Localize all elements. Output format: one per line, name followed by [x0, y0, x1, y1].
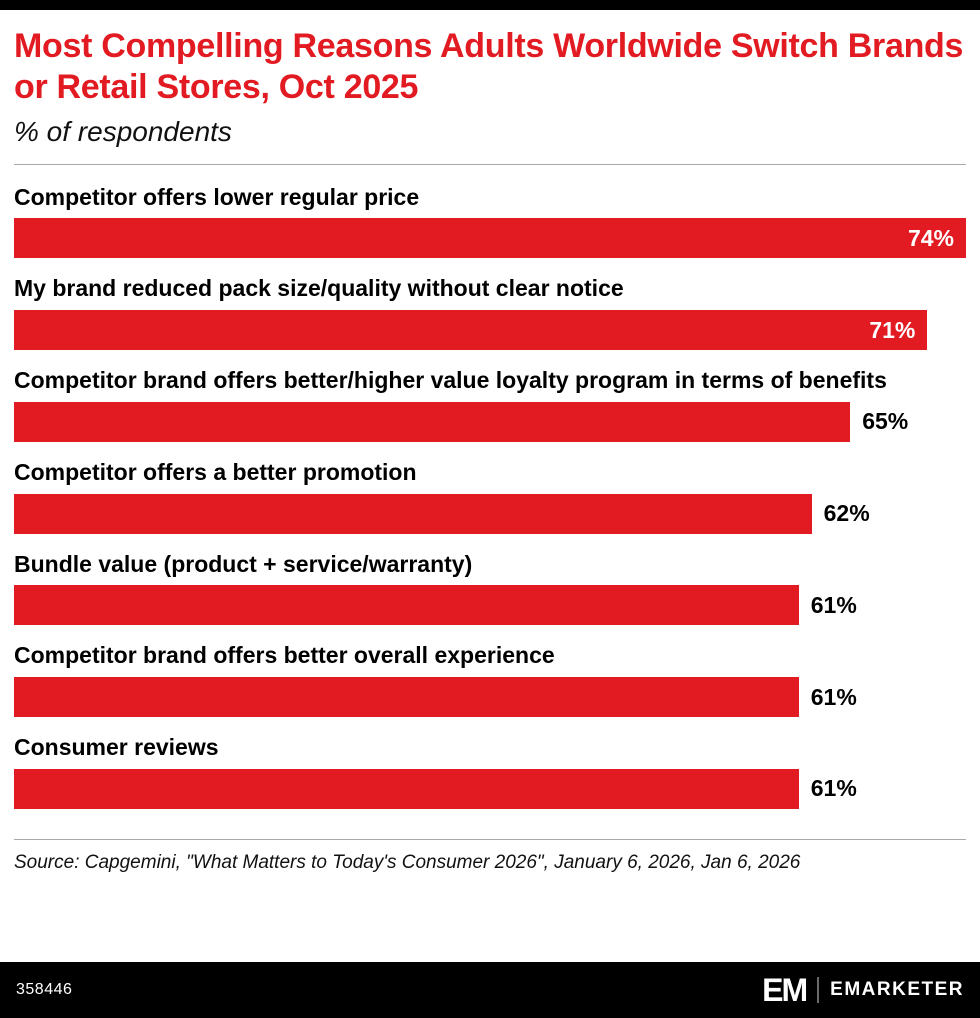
bar: [14, 677, 799, 718]
bar-row: My brand reduced pack size/quality witho…: [14, 274, 966, 351]
chart-container: Most Compelling Reasons Adults Worldwide…: [0, 10, 980, 875]
bar-row: Competitor brand offers better/higher va…: [14, 366, 966, 442]
bar-value-label: 65%: [862, 408, 909, 435]
bar-category-label: Competitor offers lower regular price: [14, 183, 420, 210]
emarketer-logo: EM EMARKETER: [762, 974, 964, 1006]
bar-value-label: 62%: [823, 500, 870, 527]
bar: [14, 585, 799, 626]
bar-track: 65%: [14, 401, 966, 442]
bar-category-label: Competitor brand offers better overall e…: [14, 642, 555, 669]
bar-category-label: Consumer reviews: [14, 734, 219, 761]
bar-category-label: My brand reduced pack size/quality witho…: [14, 275, 624, 302]
bar-row: Competitor offers lower regular price 74%: [14, 183, 966, 259]
logo-divider: [817, 977, 820, 1003]
source-note: Source: Capgemini, "What Matters to Toda…: [14, 851, 801, 873]
bar-chart: Competitor offers lower regular price 74%…: [14, 183, 966, 809]
bar-track: 71%: [14, 310, 966, 351]
bar-track: 62%: [14, 493, 966, 534]
bar-track: 61%: [14, 585, 966, 626]
bar-row: Competitor brand offers better overall e…: [14, 641, 966, 718]
bar-track: 61%: [14, 768, 966, 809]
bar-value-label: 74%: [907, 224, 954, 251]
bar: [14, 768, 799, 809]
bar-value-label: 61%: [810, 683, 857, 710]
footer-bar: 358446 EM EMARKETER: [0, 962, 980, 1018]
bar: 74%: [14, 218, 966, 259]
bar-row: Competitor offers a better promotion 62%: [14, 458, 966, 534]
header-divider: [14, 163, 966, 165]
bar-category-label: Competitor brand offers better/higher va…: [14, 367, 887, 394]
bar-category-label: Competitor offers a better promotion: [14, 458, 417, 485]
bar: [14, 493, 812, 534]
bar-track: 61%: [14, 677, 966, 718]
bar: [14, 401, 851, 442]
top-black-strip: [0, 0, 980, 10]
bar-row: Bundle value (product + service/warranty…: [14, 550, 966, 626]
chart-id: 358446: [16, 981, 73, 998]
chart-title: Most Compelling Reasons Adults Worldwide…: [14, 27, 964, 106]
bar-category-label: Bundle value (product + service/warranty…: [14, 550, 473, 577]
bar-row: Consumer reviews 61%: [14, 733, 966, 809]
bar-value-label: 61%: [810, 775, 857, 802]
bar-value-label: 61%: [810, 591, 857, 618]
emarketer-logo-name: EMARKETER: [830, 979, 964, 1000]
source-section: Source: Capgemini, "What Matters to Toda…: [14, 838, 966, 876]
bar: 71%: [14, 310, 928, 351]
emarketer-logo-mark: EM: [762, 972, 808, 1008]
bar-value-label: 71%: [869, 316, 916, 343]
chart-subtitle: % of respondents: [14, 115, 232, 147]
bar-track: 74%: [14, 218, 966, 259]
